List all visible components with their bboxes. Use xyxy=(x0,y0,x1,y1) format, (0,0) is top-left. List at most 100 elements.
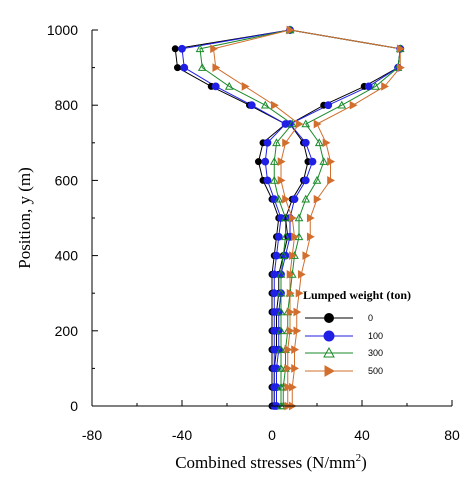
data-point xyxy=(302,251,311,260)
data-point xyxy=(349,100,358,110)
y-tick-label: 600 xyxy=(55,172,79,188)
data-point xyxy=(293,307,302,317)
data-point xyxy=(277,157,286,166)
y-tick-label: 0 xyxy=(70,398,78,414)
data-point xyxy=(288,251,297,260)
data-point xyxy=(255,158,262,166)
data-point xyxy=(301,138,310,147)
data-point xyxy=(295,119,304,129)
data-point xyxy=(306,213,315,223)
data-point xyxy=(272,251,281,260)
data-point xyxy=(322,138,331,148)
data-point xyxy=(276,269,286,278)
data-point xyxy=(276,307,286,316)
data-point xyxy=(371,81,380,90)
x-tick-label: -40 xyxy=(172,427,192,443)
data-point xyxy=(171,45,179,53)
data-point xyxy=(278,251,288,259)
y-tick-label: 200 xyxy=(55,323,79,339)
data-point xyxy=(197,63,207,71)
data-point xyxy=(269,175,279,184)
data-point xyxy=(270,100,279,110)
data-point xyxy=(364,82,373,91)
data-point xyxy=(301,119,311,128)
y-tick-label: 1000 xyxy=(47,22,78,38)
data-point xyxy=(287,119,297,128)
data-point xyxy=(276,363,286,372)
data-point xyxy=(274,194,284,203)
data-point xyxy=(306,232,315,242)
data-point xyxy=(260,100,270,109)
x-axis-title: Combined stresses (N/mm2) xyxy=(175,452,367,472)
data-point xyxy=(281,232,290,241)
data-point xyxy=(294,213,304,222)
data-point xyxy=(301,194,311,203)
data-point xyxy=(286,25,295,35)
series-300-right-line xyxy=(282,29,401,406)
data-point xyxy=(195,44,205,53)
legend-marker xyxy=(324,313,334,323)
data-point xyxy=(282,138,291,148)
data-point xyxy=(337,100,347,109)
data-point xyxy=(180,63,189,72)
data-point xyxy=(270,270,279,279)
data-point xyxy=(327,176,336,185)
data-point xyxy=(286,326,295,336)
data-point xyxy=(324,101,333,110)
data-point xyxy=(291,364,300,373)
data-point xyxy=(327,157,336,166)
data-point xyxy=(288,213,297,223)
y-tick-label: 400 xyxy=(55,248,79,264)
data-point xyxy=(281,213,290,222)
x-tick-label: 80 xyxy=(444,427,460,443)
data-point xyxy=(295,288,304,298)
legend-marker xyxy=(323,330,335,342)
legend-label: 500 xyxy=(368,366,383,376)
data-point xyxy=(314,138,324,147)
data-point xyxy=(276,345,286,353)
legend-label: 300 xyxy=(368,348,383,358)
data-point xyxy=(297,270,306,279)
data-point xyxy=(312,175,322,184)
data-point xyxy=(174,64,181,72)
x-tick-label: 40 xyxy=(354,427,370,443)
data-point xyxy=(274,232,283,241)
data-point xyxy=(396,44,405,54)
data-point xyxy=(288,382,297,392)
data-point xyxy=(212,63,221,72)
data-point xyxy=(284,382,293,392)
data-point xyxy=(308,157,317,166)
data-point xyxy=(224,81,234,90)
legend-title: Lumped weight (ton) xyxy=(303,288,411,302)
data-point xyxy=(241,82,250,91)
data-point xyxy=(284,364,293,373)
legend-marker xyxy=(323,346,335,358)
axes xyxy=(91,29,453,407)
data-point xyxy=(272,138,281,147)
data-point xyxy=(210,44,219,54)
data-point xyxy=(286,288,295,298)
data-point xyxy=(293,326,302,336)
data-point xyxy=(301,176,310,185)
data-point xyxy=(276,326,286,335)
data-point xyxy=(381,82,390,91)
data-point xyxy=(313,119,322,129)
data-point xyxy=(178,44,186,53)
legend: Lumped weight (ton) 0 100 300 500 xyxy=(303,288,411,377)
data-point xyxy=(269,157,279,165)
data-point xyxy=(396,63,405,72)
data-point xyxy=(282,194,291,204)
data-point xyxy=(247,101,256,110)
x-tick-label: 0 xyxy=(268,427,276,443)
data-point xyxy=(313,194,322,204)
legend-marker xyxy=(324,365,336,377)
data-point xyxy=(277,176,286,185)
data-point xyxy=(284,345,293,354)
data-point xyxy=(211,82,220,91)
data-point xyxy=(291,345,300,354)
data-point xyxy=(319,157,329,165)
legend-label: 0 xyxy=(368,313,373,323)
x-tick-label: -80 xyxy=(82,427,102,443)
